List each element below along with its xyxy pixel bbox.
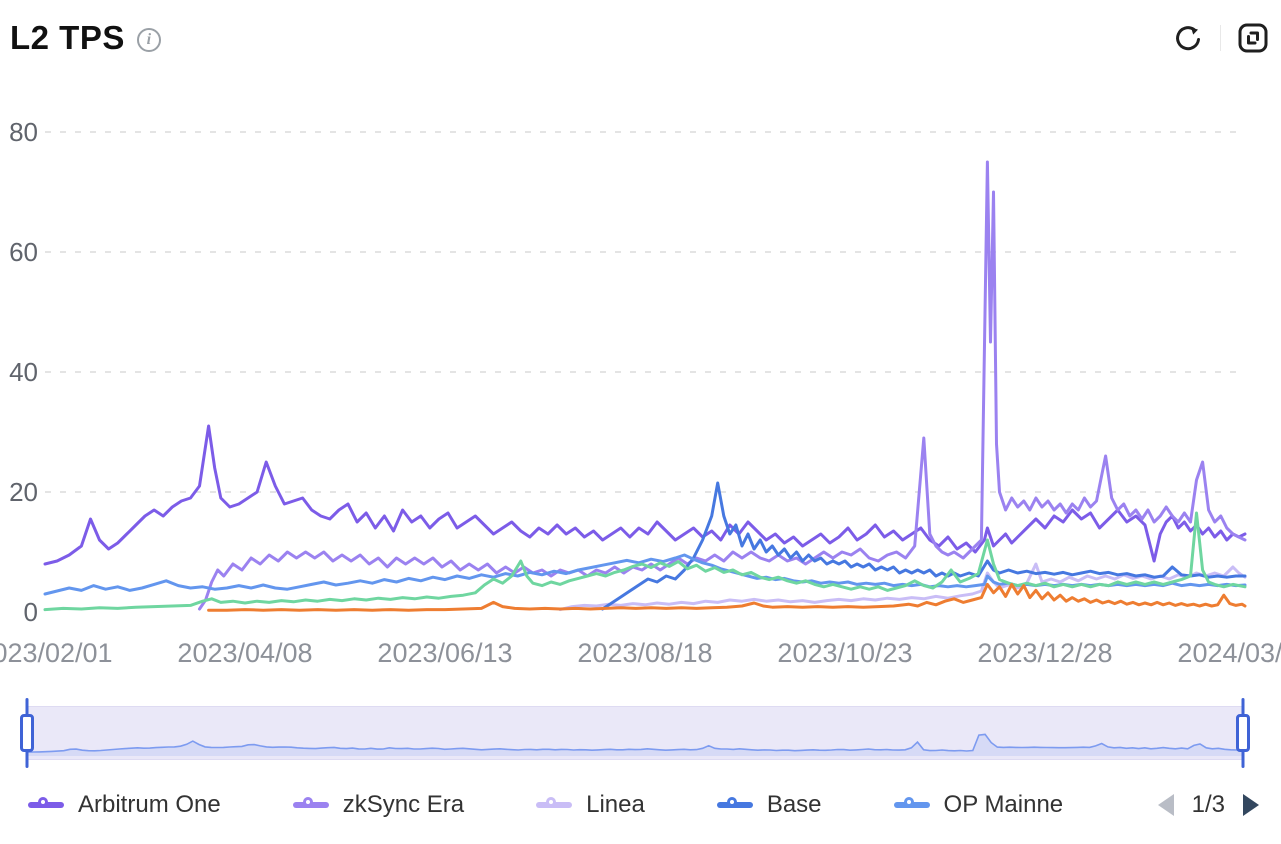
datazoom-right-handle[interactable] — [1236, 698, 1250, 768]
legend-item-arbitrum-one[interactable]: Arbitrum One — [28, 791, 221, 819]
legend-item-op-mainnet[interactable]: OP Mainnet — [893, 791, 1062, 819]
datazoom-left-handle[interactable] — [20, 698, 34, 768]
datazoom-slider[interactable] — [20, 698, 1250, 768]
datazoom-area — [27, 734, 1243, 756]
y-axis-label: 80 — [9, 117, 38, 147]
series-line — [558, 562, 1247, 612]
legend-marker-icon — [893, 797, 930, 813]
legend-marker-icon — [536, 797, 573, 813]
datazoom-line — [27, 733, 1243, 753]
x-axis-label: 2023/04/08 — [177, 638, 312, 668]
chart-header: L2 TPS i — [10, 14, 1271, 62]
x-axis-label: 2023/06/13 — [377, 638, 512, 668]
series-line — [207, 582, 1247, 612]
legend-marker-icon — [716, 797, 753, 813]
x-axis-label: 2023/02/01 — [0, 638, 113, 668]
y-axis-label: 20 — [9, 477, 38, 507]
datazoom-preview — [27, 733, 1243, 756]
legend: Arbitrum One zkSync Era Linea Base OP Ma… — [0, 782, 1281, 828]
legend-label: Base — [766, 791, 822, 818]
series-line — [601, 481, 1247, 611]
x-axis-label: 2023/12/28 — [977, 638, 1112, 668]
y-axis-label: 40 — [9, 357, 38, 387]
refresh-icon — [1176, 26, 1200, 51]
series-line — [43, 511, 1247, 612]
y-axis-label: 60 — [9, 237, 38, 267]
fullscreen-icon — [1238, 23, 1268, 53]
refresh-button[interactable] — [1170, 20, 1206, 56]
legend-label: zkSync Era — [342, 791, 465, 818]
legend-item-linea[interactable]: Linea — [536, 791, 645, 819]
legend-label: Arbitrum One — [78, 791, 221, 818]
series-line — [198, 160, 1247, 611]
datazoom-left-handle-grip — [20, 714, 34, 752]
chart-title: L2 TPS — [10, 19, 125, 56]
legend-item-zksync-era[interactable]: zkSync Era — [292, 791, 465, 819]
legend-next-page-icon[interactable] — [1243, 794, 1259, 816]
legend-pager: 1/3 — [1157, 782, 1259, 828]
legend-label: Linea — [586, 791, 645, 818]
y-axis-label: 0 — [24, 597, 38, 627]
legend-item-base[interactable]: Base — [716, 791, 822, 819]
x-axis-label: 2023/10/23 — [777, 638, 912, 668]
header-divider — [1220, 25, 1221, 51]
info-icon[interactable]: i — [136, 28, 161, 52]
legend-marker-icon — [292, 797, 329, 813]
datazoom-right-handle-grip — [1236, 714, 1250, 752]
x-axis-label: 2024/03/03 — [1177, 638, 1281, 668]
legend-label: OP Mainnet — [943, 791, 1062, 818]
x-axis-label: 2023/08/18 — [577, 638, 712, 668]
series-line — [43, 424, 1247, 566]
legend-page-indicator: 1/3 — [1191, 791, 1225, 818]
legend-prev-page-icon[interactable] — [1157, 794, 1174, 816]
fullscreen-button[interactable] — [1235, 20, 1271, 56]
legend-marker-icon — [28, 797, 64, 813]
tps-line-chart[interactable]: 0 20 40 60 80 2023/02/01 2023/04/08 2023/06/13 2… — [0, 0, 1281, 695]
